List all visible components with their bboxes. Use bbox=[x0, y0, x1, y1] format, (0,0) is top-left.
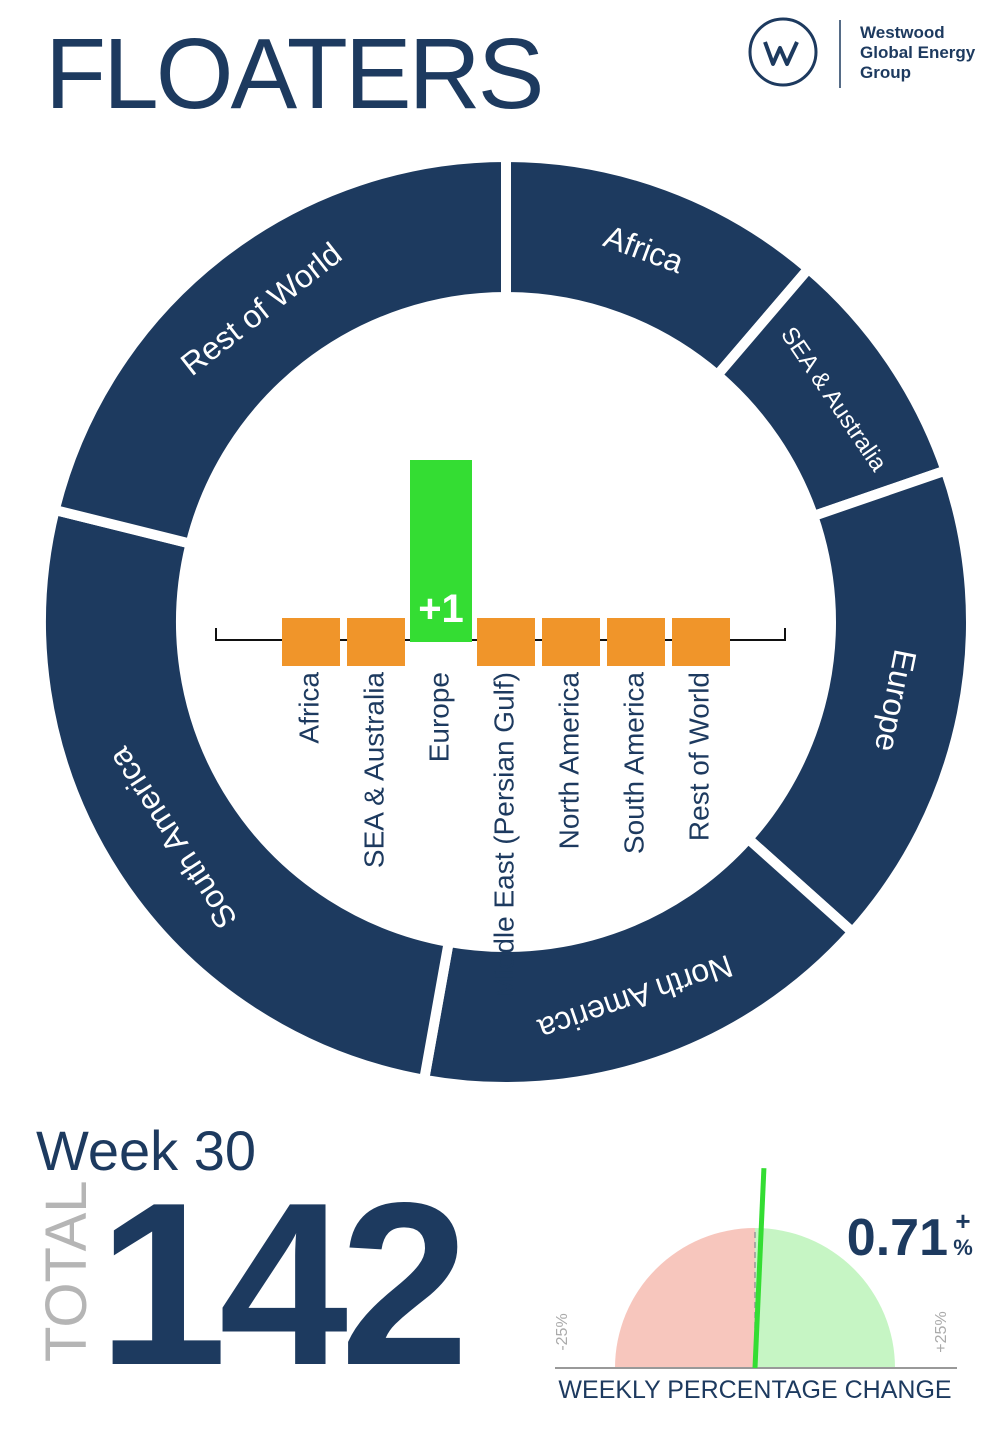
bar-zero-marker bbox=[477, 618, 535, 666]
gauge-tick-label: +25% bbox=[933, 1311, 950, 1352]
donut-segment bbox=[36, 503, 455, 1086]
page-title: FLOATERS bbox=[45, 18, 541, 130]
logo-text: Global Energy bbox=[860, 43, 976, 62]
bar-category-label: Rest of World bbox=[683, 672, 714, 841]
donut-segment bbox=[48, 151, 511, 550]
bar-zero-marker bbox=[282, 618, 340, 666]
bar-value-label: +1 bbox=[418, 587, 464, 631]
gauge-positive bbox=[755, 1228, 895, 1368]
bar-category-label: Middle East (Persian Gulf) bbox=[488, 672, 519, 999]
logo-circle bbox=[748, 17, 818, 87]
bar-zero-marker bbox=[672, 618, 730, 666]
bar-category-label: Europe bbox=[423, 672, 454, 762]
gauge-tick-label: -25% bbox=[554, 1313, 571, 1350]
gauge-sign: + bbox=[955, 1206, 970, 1236]
bar bbox=[410, 460, 472, 642]
week-label: Week 30 bbox=[36, 1119, 256, 1182]
bar-zero-marker bbox=[542, 618, 600, 666]
total-label: TOTAL bbox=[34, 1180, 99, 1362]
bar-category-label: SEA & Australia bbox=[358, 672, 389, 869]
donut-segment bbox=[741, 464, 976, 940]
logo-text: Westwood bbox=[860, 23, 945, 42]
gauge-value: 0.71 bbox=[847, 1209, 948, 1267]
gauge-unit: % bbox=[953, 1235, 973, 1260]
gauge-axis-label: WEEKLY PERCENTAGE CHANGE bbox=[558, 1376, 951, 1404]
bar-category-label: South America bbox=[618, 672, 649, 855]
total-value: 142 bbox=[98, 1155, 461, 1414]
logo-text: Group bbox=[860, 63, 911, 82]
bar-zero-marker bbox=[607, 618, 665, 666]
logo-mark bbox=[763, 41, 799, 66]
bar-category-label: Africa bbox=[293, 672, 324, 744]
bar-zero-marker bbox=[347, 618, 405, 666]
bar-category-label: North America bbox=[553, 672, 584, 850]
gauge-needle bbox=[752, 1168, 767, 1369]
gauge-negative bbox=[615, 1228, 755, 1368]
